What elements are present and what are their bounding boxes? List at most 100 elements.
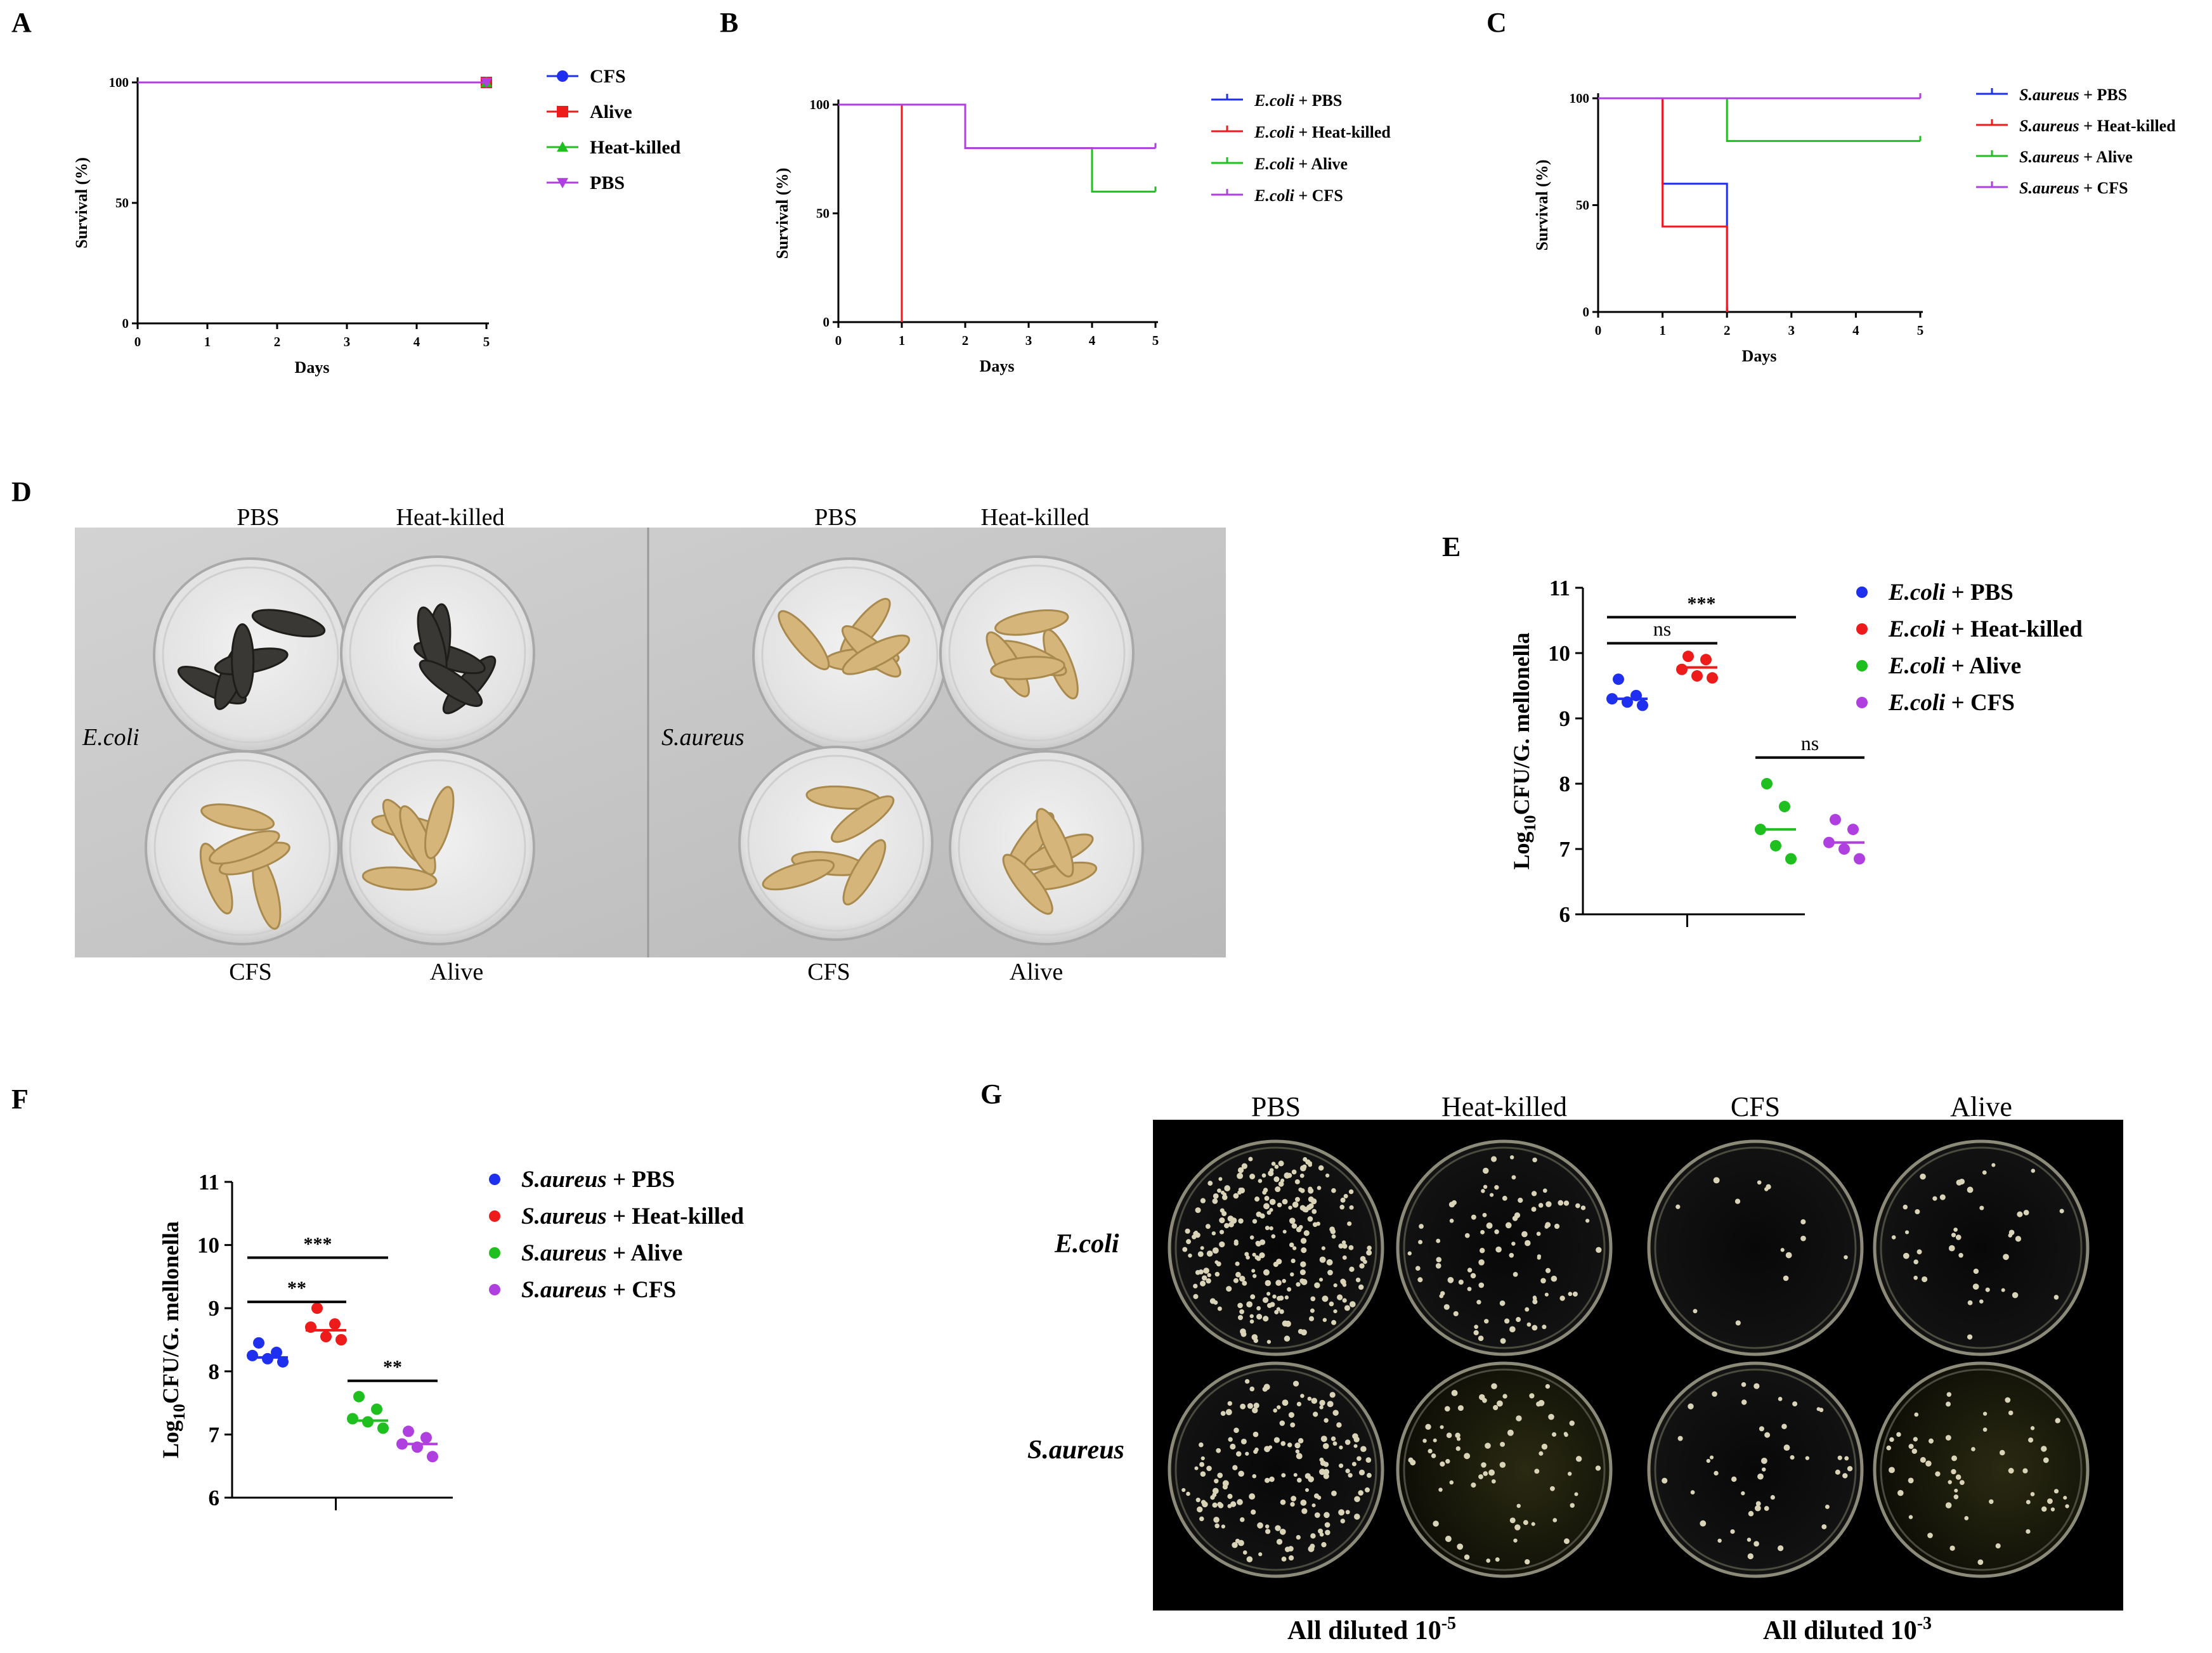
legend-label: E.coli + Alive xyxy=(1254,155,1348,173)
colony xyxy=(1281,1473,1286,1478)
colony xyxy=(1273,1408,1277,1413)
legend-swatch xyxy=(489,1210,500,1222)
colony xyxy=(1407,1251,1412,1255)
data-point xyxy=(1622,696,1633,708)
colony xyxy=(1568,1292,1573,1297)
petri-dish-rim xyxy=(747,755,925,932)
colony xyxy=(1299,1205,1306,1211)
legend-swatch-marker xyxy=(557,106,568,117)
legend-label: E.coli + Alive xyxy=(1888,653,2021,679)
colony xyxy=(2015,1236,2022,1242)
legend-label: S.aureus + Heat-killed xyxy=(521,1203,744,1229)
survival-line xyxy=(838,103,903,322)
colony xyxy=(1741,1491,1745,1496)
colony xyxy=(1339,1205,1344,1210)
legend-label: S.aureus + CFS xyxy=(2019,179,2128,197)
colony xyxy=(1313,1411,1318,1417)
colony xyxy=(1955,1235,1962,1240)
colony xyxy=(1329,1392,1336,1398)
colony xyxy=(2030,1426,2035,1430)
colony xyxy=(1287,1442,1292,1448)
agar-plate-rim xyxy=(1174,1368,1377,1571)
colony xyxy=(1354,1496,1360,1503)
data-point xyxy=(371,1403,382,1415)
colony xyxy=(1525,1307,1530,1312)
colony xyxy=(1246,1301,1253,1308)
colony xyxy=(1435,1263,1441,1269)
agar-plate-rim xyxy=(1880,1146,2083,1349)
colony xyxy=(1224,1222,1230,1229)
legend-swatch xyxy=(1856,623,1868,635)
colony xyxy=(1238,1470,1244,1477)
colony xyxy=(1317,1186,1322,1190)
colony xyxy=(1307,1396,1312,1401)
colony xyxy=(1753,1383,1760,1389)
data-point xyxy=(420,1432,432,1444)
colony xyxy=(1220,1190,1225,1195)
colony xyxy=(1971,1447,1975,1451)
colony xyxy=(1914,1412,1919,1417)
legend-label: E.coli + Heat-killed xyxy=(1888,616,2083,642)
colony xyxy=(1531,1191,1537,1196)
colony xyxy=(1331,1188,1336,1193)
data-point xyxy=(335,1334,347,1345)
colony xyxy=(1213,1193,1219,1199)
colony xyxy=(1237,1499,1243,1505)
colony xyxy=(1483,1184,1488,1190)
colony xyxy=(1276,1538,1283,1545)
colony xyxy=(1193,1293,1199,1299)
colony xyxy=(1220,1411,1226,1416)
colony xyxy=(1219,1217,1225,1224)
colony xyxy=(1224,1185,1231,1191)
colony xyxy=(2031,1169,2036,1173)
data-point xyxy=(262,1352,273,1365)
colony xyxy=(1249,1174,1256,1179)
colony xyxy=(1237,1172,1244,1179)
colony xyxy=(1322,1318,1327,1322)
colony xyxy=(1332,1441,1337,1446)
colony xyxy=(1436,1238,1441,1243)
panel-label-a: A xyxy=(11,7,32,38)
colony xyxy=(1677,1436,1683,1441)
colony xyxy=(1259,1252,1265,1259)
colony xyxy=(1509,1252,1514,1258)
data-point xyxy=(1630,689,1642,701)
colony xyxy=(1359,1263,1365,1269)
colony xyxy=(1548,1413,1554,1420)
colony xyxy=(1908,1515,1913,1519)
panel-label-g: G xyxy=(980,1079,1002,1110)
colony xyxy=(1344,1305,1350,1311)
colony xyxy=(1298,1224,1303,1229)
colony xyxy=(1532,1299,1538,1305)
colony xyxy=(1200,1198,1206,1203)
photo-label-pbs-right: PBS xyxy=(814,504,857,531)
colony xyxy=(1764,1432,1771,1438)
colony xyxy=(1456,1437,1461,1441)
colony xyxy=(1282,1399,1289,1406)
colony xyxy=(1500,1338,1506,1344)
x-tick-label: 1 xyxy=(204,334,211,349)
colony xyxy=(1473,1330,1479,1335)
colony xyxy=(1238,1218,1244,1224)
data-point xyxy=(271,1346,282,1358)
colony xyxy=(1221,1524,1226,1529)
colony xyxy=(1759,1426,1764,1432)
colony xyxy=(1842,1473,1848,1479)
colony xyxy=(1514,1212,1521,1219)
colony xyxy=(1436,1257,1442,1262)
colony xyxy=(1537,1254,1542,1259)
colony xyxy=(1288,1411,1294,1418)
colony xyxy=(1886,1445,1892,1451)
colony xyxy=(1205,1224,1211,1229)
colony xyxy=(1464,1453,1471,1460)
colony xyxy=(1284,1320,1291,1327)
data-point xyxy=(305,1321,316,1333)
colony xyxy=(1447,1276,1454,1283)
colony xyxy=(1327,1401,1334,1408)
colony xyxy=(1819,1408,1824,1413)
colony xyxy=(1896,1432,1901,1437)
colony xyxy=(1596,1247,1602,1253)
plate-row-label-ecoli: E.coli xyxy=(1054,1229,1119,1259)
colony xyxy=(1440,1425,1444,1429)
data-point xyxy=(247,1349,258,1361)
